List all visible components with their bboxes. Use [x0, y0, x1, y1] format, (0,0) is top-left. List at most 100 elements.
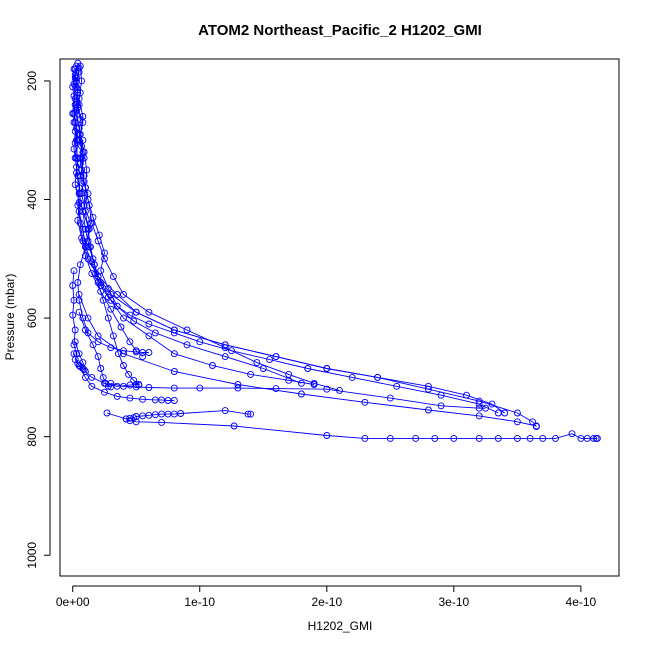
data-point	[272, 353, 280, 361]
data-point	[158, 396, 166, 404]
data-point	[132, 381, 140, 388]
data-point	[494, 434, 502, 442]
series-5	[71, 64, 318, 388]
data-point	[109, 332, 117, 340]
data-point	[75, 101, 83, 109]
data-point	[170, 384, 178, 392]
data-point	[158, 418, 166, 426]
data-point	[78, 234, 86, 242]
series-2	[71, 62, 509, 417]
data-point	[75, 199, 83, 206]
data-point	[94, 279, 102, 286]
x-tick-label: 0e+00	[56, 595, 90, 609]
data-point	[97, 365, 105, 372]
data-point	[593, 434, 601, 442]
data-point	[89, 213, 97, 221]
data-point	[145, 332, 153, 340]
data-point	[99, 296, 107, 304]
data-point	[130, 317, 138, 325]
series-16	[75, 290, 540, 430]
data-point	[183, 341, 191, 349]
data-point	[196, 338, 204, 346]
data-point	[75, 64, 83, 72]
data-point	[107, 383, 115, 391]
data-point	[120, 350, 127, 358]
data-point	[97, 267, 105, 275]
data-point	[79, 113, 87, 120]
data-point	[170, 410, 178, 418]
series-line	[78, 312, 111, 388]
data-point	[361, 434, 369, 442]
data-point	[71, 326, 79, 334]
data-point	[297, 379, 305, 387]
data-point	[70, 350, 78, 358]
data-point	[386, 434, 394, 442]
data-point	[221, 407, 229, 415]
data-point	[348, 373, 356, 381]
series-7	[71, 71, 305, 387]
data-point	[89, 341, 97, 349]
data-point	[70, 341, 78, 349]
data-point	[73, 163, 80, 171]
series-layer	[69, 59, 601, 442]
data-point	[513, 409, 521, 417]
data-point	[139, 353, 147, 361]
series-9	[76, 136, 143, 388]
plot-area	[69, 59, 601, 442]
data-point	[81, 207, 89, 215]
data-point	[117, 323, 125, 331]
data-point	[259, 365, 267, 372]
data-point	[323, 432, 331, 439]
data-point	[107, 379, 115, 387]
data-point	[145, 349, 153, 356]
data-point	[79, 314, 87, 322]
data-point	[177, 410, 185, 417]
data-point	[412, 434, 420, 442]
data-point	[74, 216, 82, 224]
data-point	[71, 181, 79, 189]
data-point	[75, 308, 83, 316]
data-point	[84, 314, 92, 322]
data-point	[475, 412, 483, 420]
x-tick-label: 2e-10	[311, 595, 342, 609]
x-tick-label: 4e-10	[566, 595, 597, 609]
data-point	[145, 308, 153, 316]
data-point	[88, 270, 96, 278]
data-point	[76, 154, 84, 162]
data-point	[126, 394, 134, 402]
data-point	[196, 384, 204, 392]
data-point	[81, 326, 89, 334]
data-point	[88, 382, 96, 390]
data-point	[83, 166, 91, 174]
data-point	[71, 338, 79, 346]
data-point	[145, 384, 153, 391]
data-point	[323, 385, 331, 393]
series-line	[78, 66, 340, 391]
data-point	[209, 362, 216, 369]
data-point	[70, 267, 78, 275]
data-point	[513, 418, 521, 426]
data-point	[475, 397, 483, 405]
data-point	[221, 353, 229, 361]
data-point	[393, 382, 401, 390]
data-point	[253, 359, 261, 367]
data-point	[75, 290, 83, 298]
data-point	[75, 362, 83, 369]
data-point	[69, 282, 77, 289]
data-point	[80, 172, 88, 180]
data-point	[513, 434, 521, 442]
data-point	[183, 326, 191, 334]
data-point	[552, 434, 559, 442]
data-point	[84, 225, 92, 233]
series-line	[110, 382, 486, 409]
data-point	[139, 395, 147, 403]
data-point	[266, 356, 274, 364]
plot-frame	[59, 58, 620, 577]
data-point	[122, 415, 130, 423]
data-point	[151, 329, 159, 337]
data-point	[120, 382, 127, 390]
data-point	[73, 74, 80, 82]
series-15	[103, 409, 601, 442]
data-point	[323, 365, 331, 372]
data-point	[113, 392, 121, 400]
